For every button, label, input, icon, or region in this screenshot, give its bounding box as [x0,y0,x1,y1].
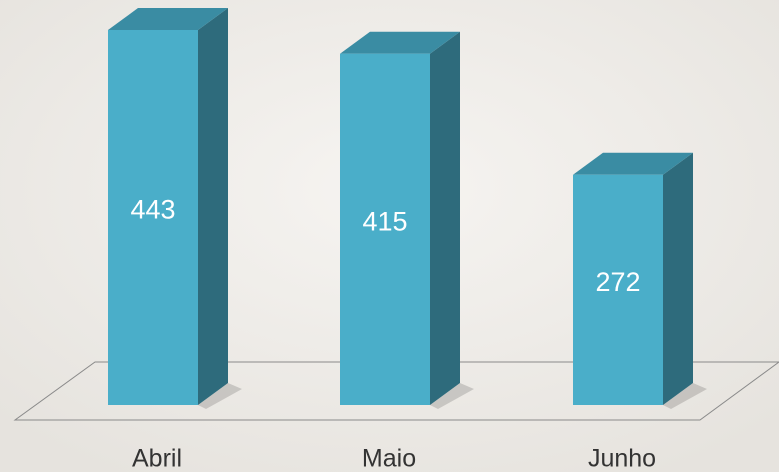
bar-top [108,8,228,31]
bar [573,174,663,405]
bar-side [198,8,228,406]
value-label: 443 [130,195,175,225]
bar [340,53,430,405]
x-tick-label: Maio [362,445,416,472]
value-label: 272 [595,267,640,297]
value-label: 415 [362,206,407,236]
bar-shadow [430,383,474,409]
bars: 443 Abril 415 Maio 272 Junho [108,8,707,472]
bar-top [340,31,460,54]
bar [108,30,198,406]
floor [13,361,779,421]
bar-shadow [663,383,707,409]
bar-side [430,31,460,405]
bar-top [573,152,693,175]
bar-side [663,152,693,405]
x-tick-label: Junho [588,445,656,472]
x-tick-label: Abril [132,445,182,472]
bar-shadow [198,383,242,409]
